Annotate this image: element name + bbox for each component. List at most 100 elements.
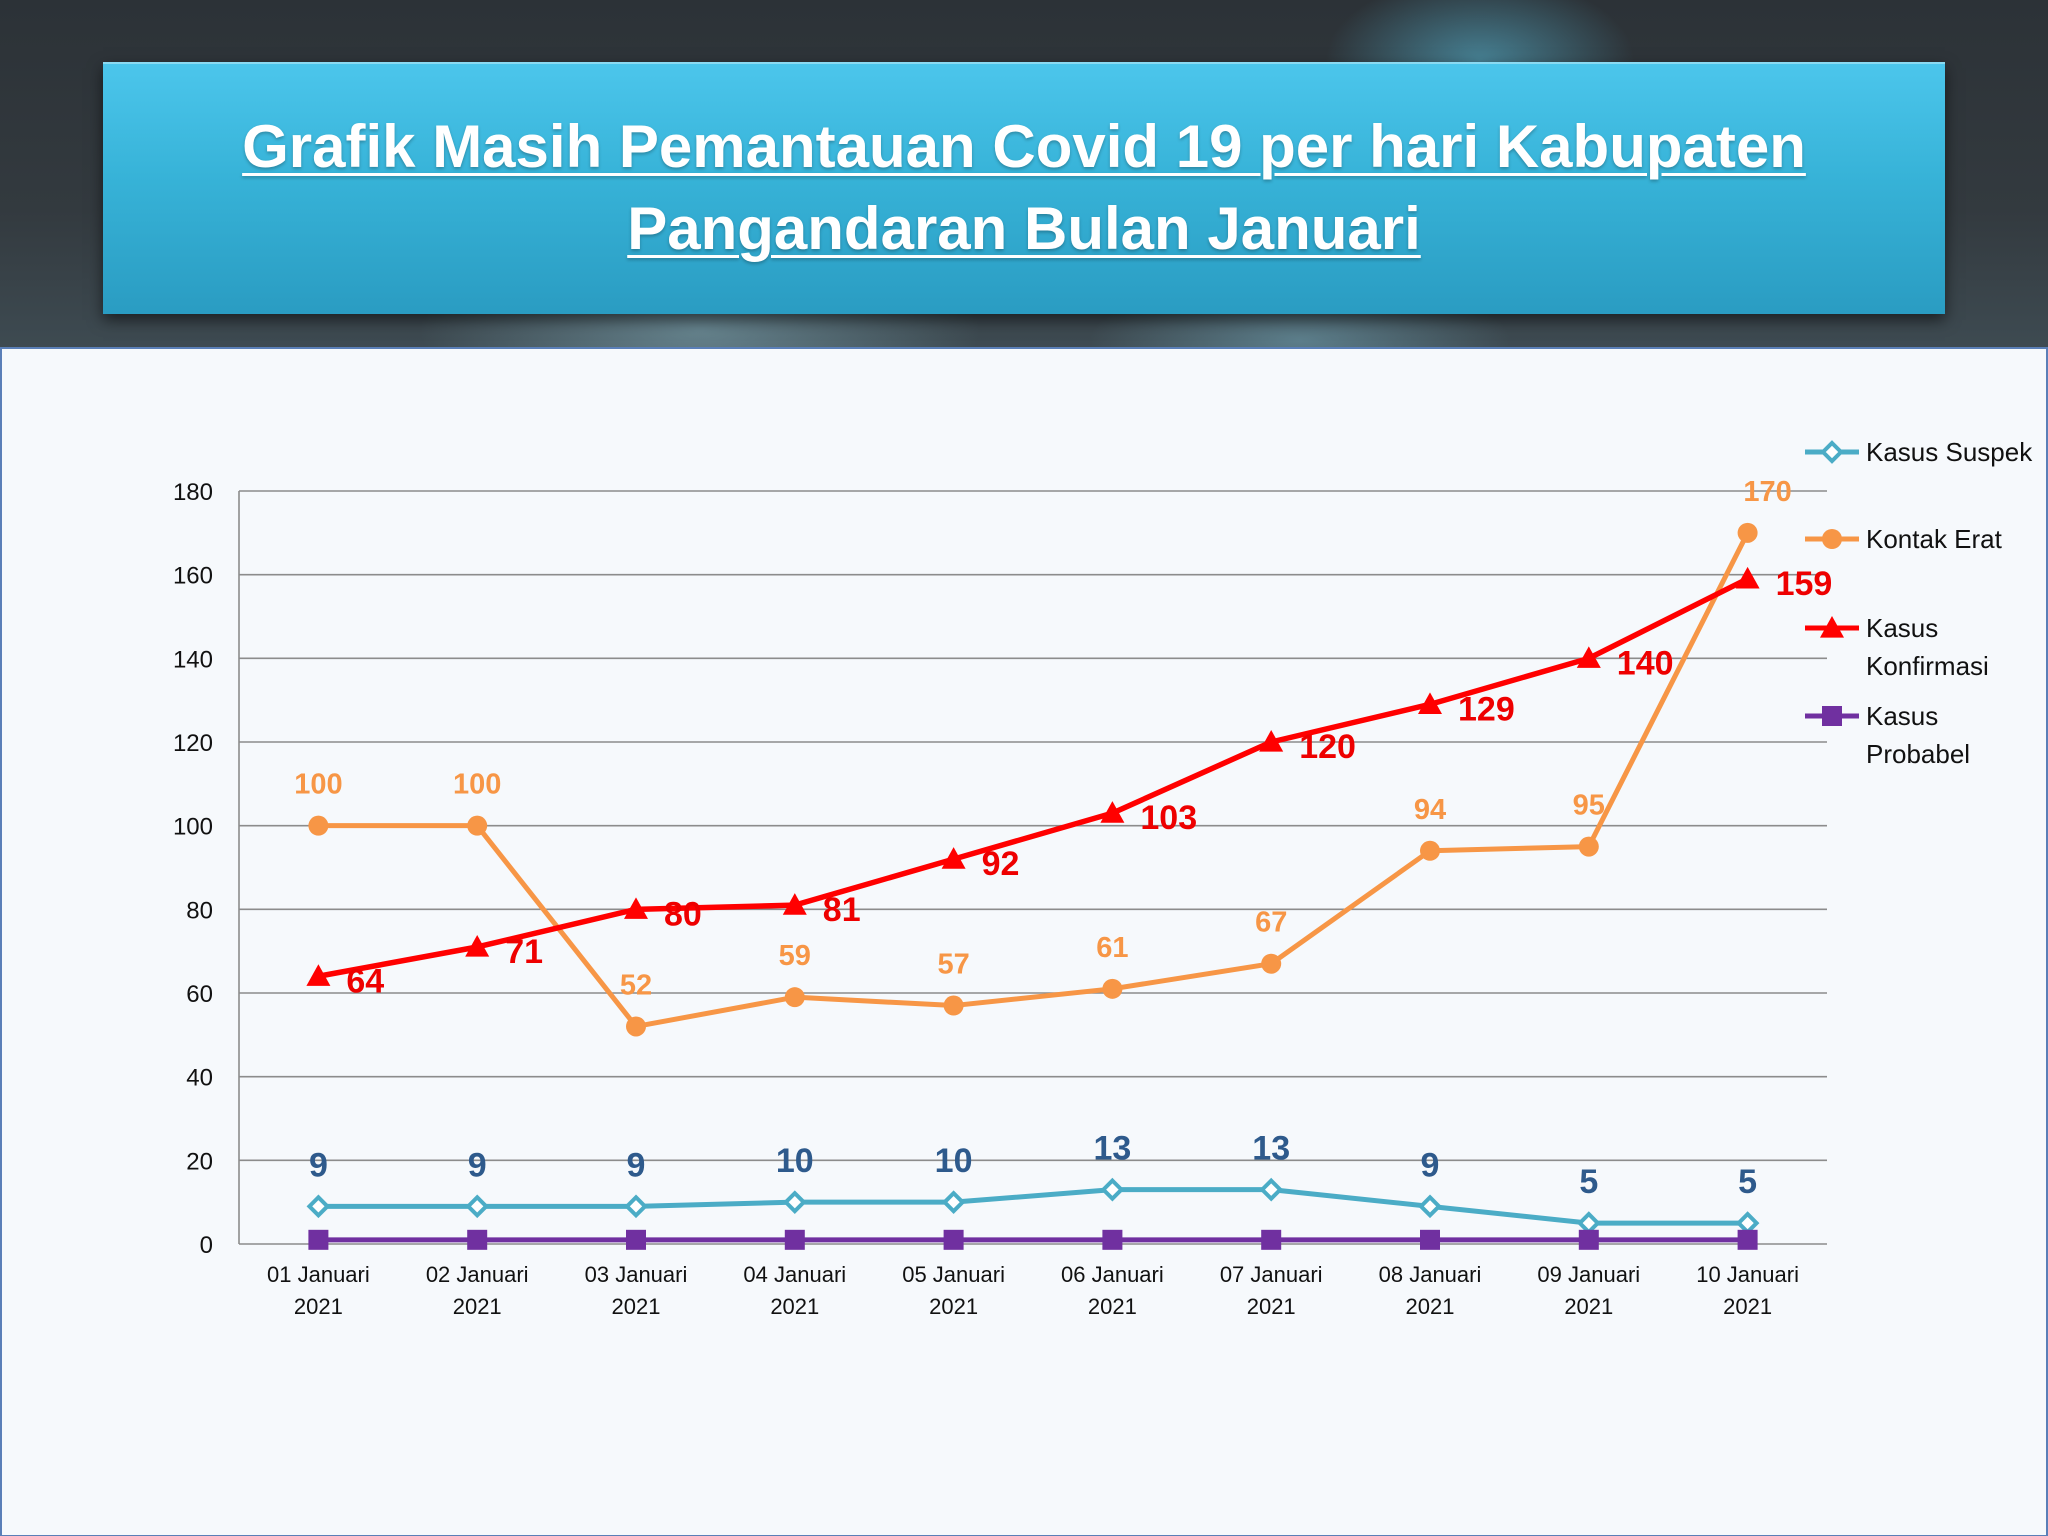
series-line-kasus-konfirmasi — [317, 576, 1749, 979]
chart-panel: 0 20 40 60 80 100 120 140 160 180 01 Januari 2021 02… — [0, 347, 2048, 1536]
data-label: 92 — [982, 845, 1020, 883]
circle-marker — [943, 995, 964, 1016]
title-banner: Grafik Masih Pemantauan Covid 19 per har… — [103, 62, 1945, 314]
x-tick-label: 03 Januari — [585, 1262, 688, 1287]
series-line-kasus-suspek — [318, 1187, 1748, 1226]
y-tick-label: 0 — [200, 1232, 213, 1259]
x-tick-label: 08 Januari — [1379, 1262, 1482, 1287]
y-tick-label: 120 — [173, 730, 213, 757]
y-tick-label: 160 — [173, 563, 213, 590]
legend-label: Kasus Suspek — [1866, 437, 2033, 467]
triangle-marker — [1820, 616, 1844, 638]
data-label: 9 — [627, 1146, 646, 1184]
series-markers — [306, 522, 1760, 1250]
data-label: 9 — [1421, 1146, 1440, 1184]
y-tick-label: 100 — [173, 814, 213, 841]
diamond-marker — [1820, 440, 1844, 464]
grid-lines — [239, 490, 1827, 1245]
data-label: 159 — [1776, 565, 1833, 603]
triangle-marker — [1259, 730, 1284, 752]
legend-label: Kasus — [1866, 701, 1938, 731]
circle-marker — [784, 987, 805, 1008]
triangle-marker — [624, 897, 648, 919]
data-label: 129 — [1458, 690, 1515, 728]
x-tick-label: 01 Januari — [267, 1262, 370, 1287]
data-label: 61 — [1096, 932, 1128, 964]
data-label: 103 — [1140, 799, 1197, 837]
diamond-marker — [1418, 1194, 1442, 1219]
square-marker — [1420, 1229, 1440, 1250]
square-marker — [308, 1229, 329, 1250]
legend-label: Kasus — [1866, 613, 1938, 643]
x-tick-label: 2021 — [1564, 1294, 1613, 1319]
circle-marker — [1102, 978, 1123, 999]
y-tick-label: 20 — [186, 1148, 213, 1175]
triangle-marker — [1100, 801, 1125, 823]
triangle-marker — [306, 964, 331, 986]
data-label: 59 — [779, 940, 811, 972]
page-title: Grafik Masih Pemantauan Covid 19 per har… — [242, 113, 1806, 262]
diamond-marker — [1100, 1177, 1125, 1202]
y-tick-label: 60 — [186, 981, 213, 1008]
square-marker — [1102, 1229, 1123, 1250]
square-marker — [467, 1229, 488, 1250]
x-tick-label: 2021 — [1723, 1294, 1772, 1319]
y-tick-label: 140 — [173, 646, 213, 673]
data-label: 10 — [776, 1142, 814, 1180]
x-tick-label: 06 Januari — [1061, 1262, 1164, 1287]
data-label: 67 — [1255, 907, 1287, 939]
circle-marker — [1737, 522, 1758, 543]
data-label: 81 — [823, 891, 861, 929]
circle-marker — [1420, 840, 1440, 861]
diamond-marker — [1259, 1177, 1284, 1202]
data-label: 100 — [294, 769, 342, 801]
circle-marker — [1578, 836, 1599, 857]
x-tick-label: 10 Januari — [1696, 1262, 1799, 1287]
legend: Kasus Suspek Kontak Erat Kasus Konfirmasi Ka… — [1805, 437, 2033, 769]
x-tick-label: 07 Januari — [1220, 1262, 1323, 1287]
data-label: 9 — [468, 1146, 487, 1184]
circle-marker — [1261, 953, 1282, 974]
x-tick-label: 2021 — [1088, 1294, 1137, 1319]
data-label: 9 — [309, 1146, 328, 1184]
diamond-marker — [306, 1194, 331, 1219]
x-tick-label: 2021 — [453, 1294, 502, 1319]
circle-marker — [308, 815, 329, 836]
triangle-marker — [782, 893, 807, 915]
square-marker — [1578, 1229, 1599, 1250]
legend-label: Kontak Erat — [1866, 524, 2003, 554]
square-marker — [784, 1229, 805, 1250]
data-label: 170 — [1743, 476, 1791, 508]
x-tick-label: 09 Januari — [1537, 1262, 1640, 1287]
data-label: 13 — [1252, 1130, 1290, 1168]
data-label: 5 — [1579, 1163, 1598, 1201]
triangle-marker — [465, 934, 490, 957]
data-label: 13 — [1093, 1130, 1131, 1168]
circle-marker — [626, 1016, 646, 1037]
data-label: 95 — [1573, 790, 1605, 822]
axes: 0 20 40 60 80 100 120 140 160 180 01 Januari 2021 02… — [173, 479, 1799, 1319]
x-tick-label: 2021 — [1247, 1294, 1296, 1319]
legend-label: Konfirmasi — [1866, 651, 1989, 681]
line-chart: 0 20 40 60 80 100 120 140 160 180 01 Januari 2021 02… — [173, 437, 2033, 1319]
square-marker — [1261, 1229, 1282, 1250]
x-tick-label: 2021 — [770, 1294, 819, 1319]
data-label: 52 — [620, 969, 652, 1001]
x-tick-label: 05 Januari — [902, 1262, 1005, 1287]
data-label: 5 — [1738, 1163, 1757, 1201]
diamond-marker — [1735, 1211, 1760, 1235]
diamond-marker — [941, 1190, 966, 1214]
data-label: 100 — [453, 769, 501, 801]
diamond-marker — [465, 1194, 490, 1219]
x-tick-label: 2021 — [294, 1294, 343, 1319]
y-tick-label: 80 — [186, 897, 213, 924]
data-label: 57 — [937, 949, 969, 981]
x-tick-label: 02 Januari — [426, 1262, 529, 1287]
circle-marker — [467, 815, 488, 836]
triangle-marker — [1735, 566, 1760, 589]
triangle-marker — [941, 847, 966, 869]
circle-marker — [1822, 529, 1842, 549]
series-lines — [317, 531, 1750, 1243]
y-tick-label: 180 — [173, 479, 213, 506]
